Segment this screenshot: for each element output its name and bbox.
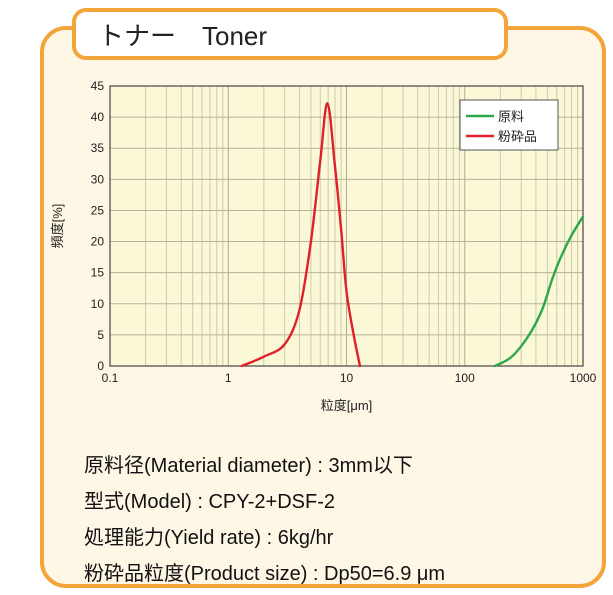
- plot-frame: [109, 85, 584, 367]
- chart: 0 5 10 15 20 25 30 35 40 45 0.1 1 10 100 1000 粒度[μm] 頻度[…: [48, 70, 608, 430]
- y-tick-label: 30: [91, 172, 105, 186]
- y-tick-label: 15: [91, 266, 105, 280]
- y-tick-label: 10: [91, 297, 105, 311]
- y-tick-label: 25: [91, 203, 105, 217]
- x-axis-label: 粒度[μm]: [321, 398, 373, 413]
- x-tick-label: 100: [455, 371, 475, 385]
- spec-material-diameter: 原料径(Material diameter) : 3mm以下: [84, 455, 413, 477]
- x-tick-label: 1: [225, 371, 232, 385]
- spec-yield-rate: 処理能力(Yield rate) : 6kg/hr: [84, 527, 334, 549]
- y-tick-label: 0: [97, 359, 104, 373]
- card-title-text: トナー Toner: [98, 20, 268, 51]
- series-line: [240, 102, 362, 368]
- y-axis-label: 頻度[%]: [50, 204, 65, 249]
- y-tick-label: 5: [97, 328, 104, 342]
- spec-product-size: 粉砕品粒度(Product size) : Dp50=6.9 μm: [84, 563, 446, 585]
- spec-model: 型式(Model) : CPY-2+DSF-2: [84, 491, 335, 513]
- card-title: トナー Toner: [72, 8, 508, 60]
- y-tick-label: 35: [91, 141, 105, 155]
- y-tick-label: 40: [91, 110, 105, 124]
- y-tick-label: 20: [91, 235, 105, 249]
- particle-size-chart: 0 5 10 15 20 25 30 35 40 45 0.1 1 10 100 1000 粒度[μm] 頻度[…: [50, 79, 597, 413]
- series-line: [493, 215, 585, 368]
- y-tick-label: 45: [91, 79, 105, 93]
- legend-label: 粉砕品: [498, 129, 537, 144]
- x-tick-label: 10: [340, 371, 354, 385]
- legend-box: [459, 99, 559, 151]
- legend-label: 原料: [498, 109, 524, 124]
- x-tick-label: 0.1: [102, 371, 119, 385]
- x-tick-label: 1000: [570, 371, 597, 385]
- spec-list: 原料径(Material diameter) : 3mm以下 型式(Model)…: [84, 448, 604, 592]
